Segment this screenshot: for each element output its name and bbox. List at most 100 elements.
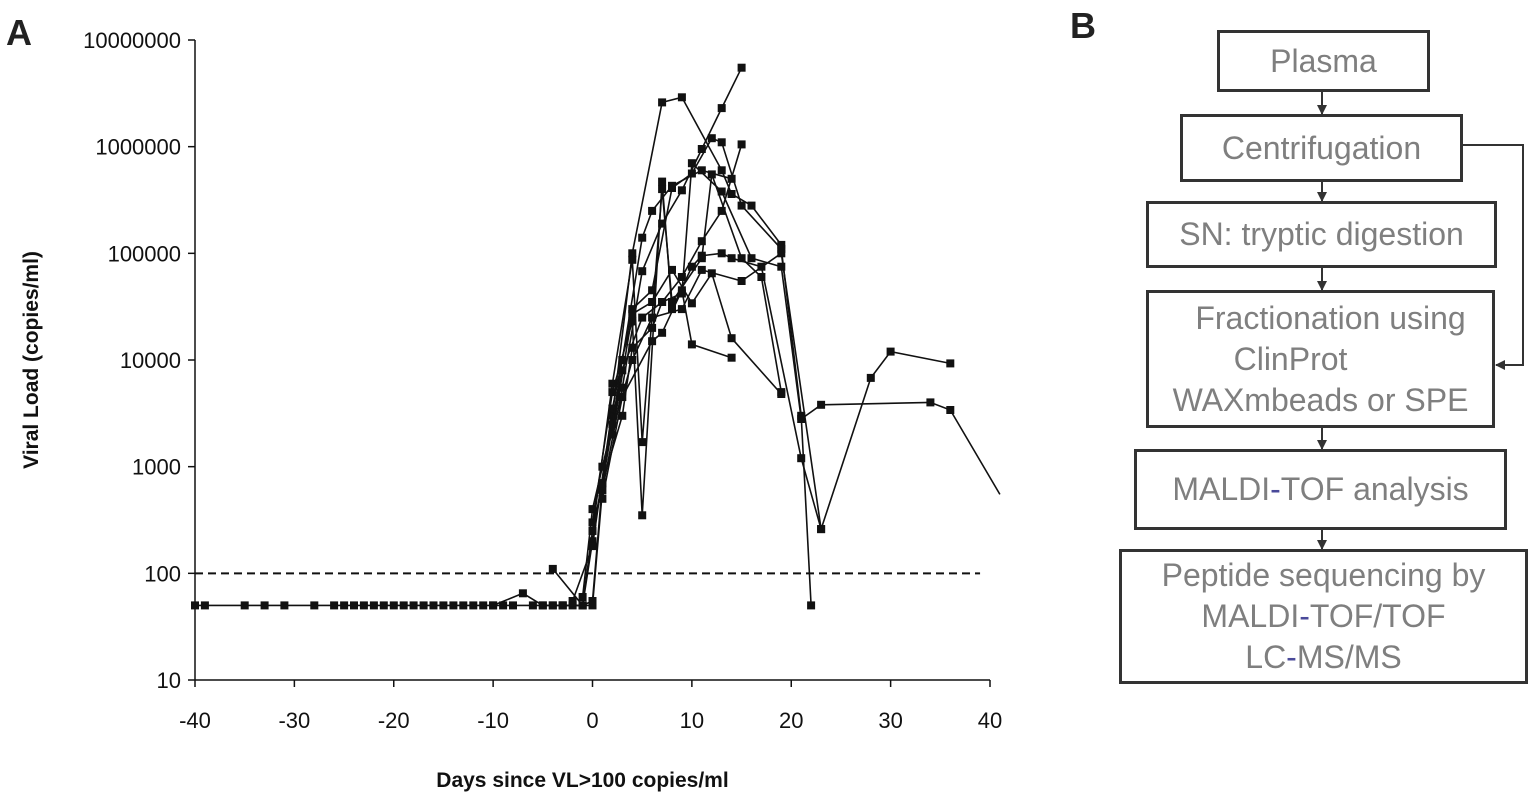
- data-point: [449, 601, 458, 610]
- data-point: [727, 174, 736, 183]
- data-point: [369, 601, 378, 610]
- data-point: [489, 601, 498, 610]
- data-point: [330, 601, 339, 610]
- y-tick-label: 10: [157, 668, 181, 693]
- data-point: [658, 98, 667, 107]
- data-point: [588, 505, 597, 514]
- data-point: [558, 601, 567, 610]
- series-8: [588, 159, 1001, 535]
- data-point: [588, 597, 597, 605]
- y-tick-label: 10000: [120, 348, 181, 373]
- data-point: [548, 601, 557, 610]
- data-point: [658, 298, 667, 306]
- data-point: [886, 347, 895, 356]
- data-point: [628, 356, 637, 364]
- data-point: [668, 265, 676, 274]
- data-point: [608, 430, 617, 439]
- x-tick-label: -10: [477, 708, 509, 733]
- data-point: [866, 373, 875, 382]
- data-point: [777, 249, 786, 258]
- data-point: [469, 601, 478, 610]
- series-line: [591, 161, 1001, 532]
- flow-step-fractionation: Fractionation using ClinProt WAXmbeads o…: [1146, 290, 1495, 428]
- data-point: [578, 601, 587, 610]
- data-point: [777, 244, 786, 253]
- flow-line3-hyphen: -: [1286, 639, 1297, 675]
- flow-step-maldi-tof-hyphen: -: [1270, 471, 1281, 507]
- data-point: [628, 343, 637, 352]
- data-point: [628, 255, 637, 264]
- data-point: [509, 601, 517, 610]
- data-point: [687, 262, 696, 271]
- flow-step-tryptic-digestion: SN: tryptic digestion: [1146, 201, 1497, 268]
- data-point: [608, 379, 617, 388]
- data-point: [340, 601, 349, 610]
- flow-step-peptide-sequencing: Peptide sequencing by MALDI-TOF/TOF LC-M…: [1119, 549, 1528, 684]
- data-point: [717, 104, 726, 113]
- flow-step-fractionation-line1: Fractionation using: [1195, 299, 1466, 336]
- series-10: [598, 249, 826, 534]
- data-point: [648, 337, 657, 346]
- data-point: [717, 187, 726, 196]
- data-point: [429, 601, 438, 610]
- data-point: [727, 353, 736, 362]
- flow-step-peptide-sequencing-line2: MALDI-TOF/TOF: [1201, 596, 1445, 637]
- data-point: [727, 190, 736, 198]
- data-point: [568, 597, 577, 605]
- flow-step-fractionation-line2: ClinProt: [1233, 340, 1348, 377]
- data-point: [946, 406, 955, 414]
- data-point: [608, 388, 617, 397]
- data-point: [687, 340, 696, 349]
- data-point: [737, 63, 746, 72]
- data-point: [658, 219, 667, 228]
- data-point: [677, 286, 686, 295]
- data-point: [707, 269, 716, 278]
- data-point: [439, 601, 448, 610]
- flow-step-plasma: Plasma: [1217, 30, 1430, 92]
- data-point: [737, 277, 746, 285]
- data-point: [409, 601, 418, 610]
- data-point: [677, 305, 686, 314]
- data-point: [946, 359, 955, 368]
- series-11: [608, 265, 786, 439]
- data-point: [350, 601, 358, 610]
- data-point: [618, 356, 627, 364]
- data-point: [737, 140, 746, 149]
- series-line: [571, 137, 812, 606]
- data-point: [638, 267, 647, 276]
- data-point: [717, 138, 726, 147]
- flow-step-tryptic-digestion-label: SN: tryptic digestion: [1179, 216, 1464, 252]
- data-point: [777, 390, 786, 398]
- x-tick-label: 40: [978, 708, 1002, 733]
- chart-axes: [188, 39, 991, 687]
- data-point: [717, 249, 726, 258]
- data-point: [260, 601, 269, 610]
- data-point: [419, 601, 428, 610]
- flow-step-maldi-tof-part1: MALDI: [1172, 471, 1271, 507]
- data-point: [747, 254, 756, 263]
- data-point: [677, 186, 686, 195]
- data-point: [648, 313, 657, 322]
- data-point: [608, 404, 617, 413]
- data-point: [399, 601, 408, 610]
- data-point: [588, 601, 597, 610]
- data-point: [737, 201, 746, 210]
- data-point: [668, 181, 676, 190]
- data-point: [697, 265, 706, 274]
- flow-step-maldi-tof-part2: TOF analysis: [1280, 471, 1469, 507]
- data-point: [727, 254, 736, 263]
- data-point: [628, 249, 637, 258]
- flow-step-centrifugation-label: Centrifugation: [1221, 129, 1422, 166]
- series-layer: [191, 63, 1001, 610]
- data-point: [737, 254, 746, 263]
- data-point: [389, 601, 398, 610]
- data-point: [777, 262, 786, 271]
- y-tick-label: 1000000: [95, 135, 181, 160]
- data-point: [687, 159, 696, 168]
- series-7: [588, 177, 955, 534]
- y-tick-label: 1000: [132, 455, 181, 480]
- x-tick-label: -40: [179, 708, 211, 733]
- data-point: [648, 286, 657, 295]
- panel-b-label: B: [1070, 5, 1096, 46]
